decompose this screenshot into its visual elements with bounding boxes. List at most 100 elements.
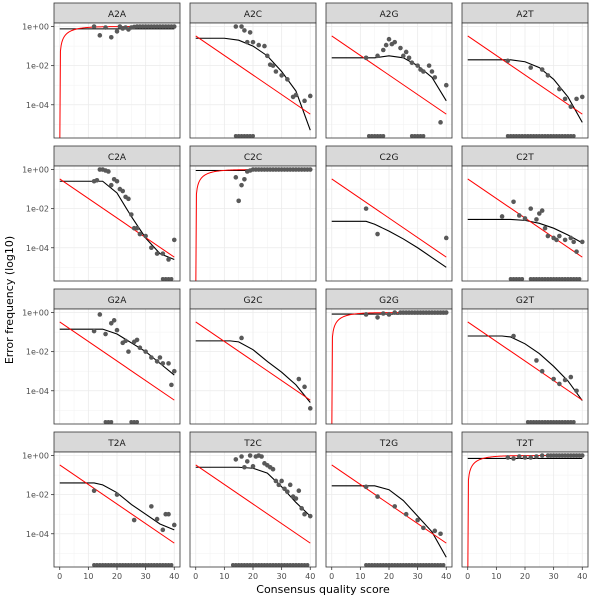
zero-count-point — [378, 563, 383, 567]
zero-count-point — [288, 563, 293, 567]
observed-point — [571, 239, 576, 245]
observed-point — [166, 361, 171, 366]
zero-count-point — [404, 563, 409, 567]
panel-G2T: G2T — [461, 288, 589, 425]
observed-point — [392, 39, 398, 45]
observed-point — [403, 511, 409, 517]
observed-point — [557, 86, 562, 92]
zero-count-point — [372, 563, 377, 567]
zero-count-point — [251, 134, 255, 138]
zero-count-point — [253, 563, 258, 567]
facet-label: A2C — [244, 10, 262, 20]
zero-count-point — [157, 563, 162, 567]
zero-count-point — [415, 134, 420, 138]
observed-point — [415, 517, 420, 523]
zero-count-point — [548, 134, 553, 138]
zero-count-point — [296, 563, 301, 567]
zero-count-point — [262, 563, 267, 567]
observed-point — [579, 239, 585, 245]
zero-count-point — [563, 277, 568, 281]
zero-count-point — [571, 134, 576, 138]
zero-count-point — [155, 563, 160, 567]
zero-count-point — [540, 277, 545, 281]
zero-count-point — [574, 277, 579, 281]
zero-count-point — [112, 563, 117, 567]
observed-point — [545, 233, 551, 239]
nominal-error-curve — [59, 321, 175, 401]
panel-border — [325, 308, 453, 425]
zero-count-point — [418, 134, 423, 138]
panel-border — [189, 165, 317, 282]
observed-point — [511, 333, 516, 339]
panel-border — [53, 22, 181, 139]
zero-count-point — [401, 563, 406, 567]
facet-label: A2T — [516, 10, 534, 20]
observed-point — [432, 528, 438, 534]
observed-point — [406, 55, 412, 61]
observed-point — [160, 251, 166, 256]
observed-point — [499, 214, 505, 219]
zero-count-point — [248, 563, 253, 567]
observed-point — [562, 96, 568, 102]
observed-point — [114, 29, 120, 34]
panel-C2A: C2A 1e+00 1e-02 1e-04 — [22, 145, 181, 282]
zero-count-point — [545, 420, 550, 424]
zero-count-point — [106, 420, 111, 424]
panel-border — [325, 22, 453, 139]
observed-point — [114, 178, 120, 184]
zero-count-point — [103, 563, 108, 567]
panel-G2G: G2G — [325, 288, 453, 425]
zero-count-point — [117, 563, 122, 567]
zero-count-point — [534, 420, 539, 424]
zero-count-point — [398, 563, 403, 567]
observed-point — [392, 504, 398, 509]
observed-point — [233, 24, 239, 29]
observed-point — [247, 453, 253, 458]
observed-point — [169, 382, 174, 388]
zero-count-point — [143, 563, 148, 567]
zero-count-point — [554, 420, 559, 424]
facet-label: A2G — [380, 10, 399, 20]
observed-point — [91, 328, 97, 334]
observed-point — [134, 225, 140, 231]
zero-count-point — [520, 277, 525, 281]
observed-point — [94, 177, 100, 183]
observed-point — [273, 478, 279, 484]
x-tick-label: 20 — [520, 572, 530, 581]
observed-point — [242, 28, 247, 33]
y-tick-label: 1e-04 — [26, 244, 49, 253]
zero-count-point — [305, 563, 310, 567]
facet-label: T2A — [107, 439, 126, 449]
x-tick-label: 20 — [248, 572, 258, 581]
zero-count-point — [571, 420, 576, 424]
zero-count-point — [441, 563, 446, 567]
zero-count-point — [528, 420, 533, 424]
zero-count-point — [571, 277, 576, 281]
observed-point — [579, 94, 585, 100]
panel-T2A: T2A 1e+00 1e-02 1e-04 0 10 20 30 40 — [22, 431, 181, 581]
observed-point — [279, 73, 284, 78]
zero-count-point — [166, 563, 171, 567]
zero-count-point — [531, 277, 536, 281]
zero-count-point — [106, 563, 111, 567]
observed-point — [539, 368, 545, 374]
observed-point — [137, 345, 143, 351]
observed-point — [287, 482, 293, 488]
zero-count-point — [409, 134, 414, 138]
facet-label: C2A — [108, 153, 127, 163]
panel-A2T: A2T — [461, 2, 589, 139]
y-tick-label: 1e-02 — [26, 205, 49, 214]
panel-border — [189, 308, 317, 425]
observed-point — [160, 361, 166, 366]
facet-label: T2T — [516, 439, 534, 449]
zero-count-point — [366, 134, 371, 138]
observed-point — [293, 92, 299, 98]
observed-point — [239, 335, 244, 341]
observed-point — [111, 318, 117, 323]
observed-point — [126, 349, 131, 354]
zero-count-point — [551, 277, 556, 281]
observed-point — [415, 63, 420, 68]
observed-point — [256, 42, 262, 48]
observed-point — [247, 30, 253, 35]
